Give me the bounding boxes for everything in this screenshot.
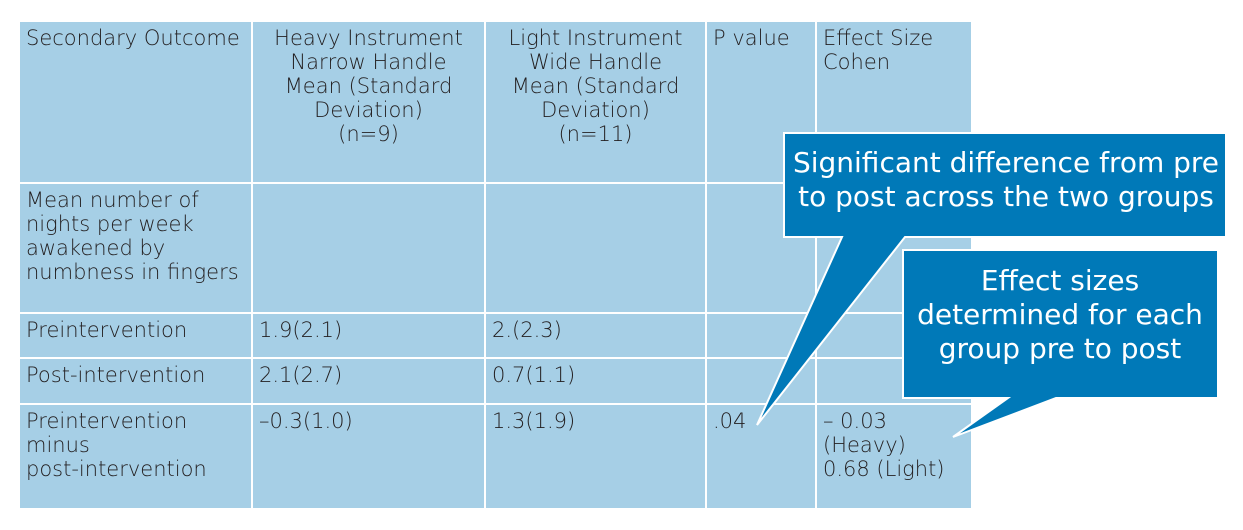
header-light-instrument: Light Instrument Wide Handle Mean (Stand… xyxy=(484,20,707,184)
table-row: Preintervention minus post-intervention … xyxy=(18,403,973,510)
callout-effect-text: Effect sizes determined for each group p… xyxy=(917,264,1203,365)
heavy-value: –0.3(1.0) xyxy=(251,403,486,510)
row-label: Preintervention xyxy=(18,312,253,359)
heavy-value: 2.1(2.7) xyxy=(251,357,486,405)
callout-effect-shape xyxy=(902,249,1219,438)
header-heavy-instrument: Heavy Instrument Narrow Handle Mean (Sta… xyxy=(251,20,486,184)
light-value xyxy=(484,182,707,314)
header-p-value: P value xyxy=(705,20,817,184)
light-value: 0.7(1.1) xyxy=(484,357,707,405)
header-row: Secondary Outcome Heavy Instrument Narro… xyxy=(18,20,973,184)
row-label: Post-intervention xyxy=(18,357,253,405)
row-label: Mean number of nights per week awakened … xyxy=(18,182,253,314)
light-value: 1.3(1.9) xyxy=(484,403,707,510)
heavy-value: 1.9(2.1) xyxy=(251,312,486,359)
p-value xyxy=(705,357,817,405)
heavy-value xyxy=(251,182,486,314)
light-value: 2.(2.3) xyxy=(484,312,707,359)
row-label: Preintervention minus post-intervention xyxy=(18,403,253,510)
callout-significant-text: Significant difference from pre to post … xyxy=(792,146,1220,213)
table-row: Preintervention 1.9(2.1) 2.(2.3) xyxy=(18,312,973,359)
header-secondary-outcome: Secondary Outcome xyxy=(18,20,253,184)
callout-significant-shape xyxy=(756,132,1227,426)
effect-size-value: – 0.03 (Heavy) 0.68 (Light) xyxy=(815,403,973,510)
